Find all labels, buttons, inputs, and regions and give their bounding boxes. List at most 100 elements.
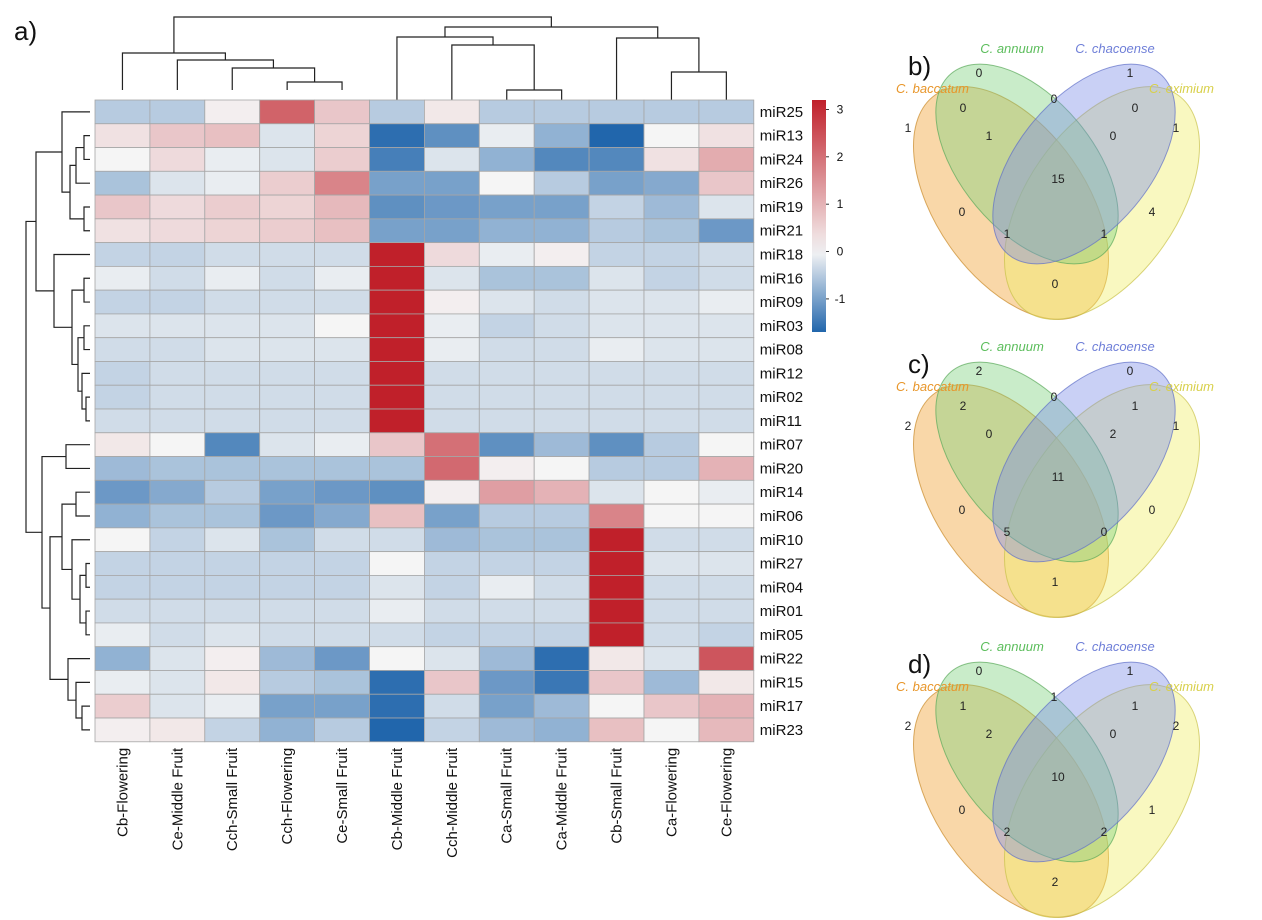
heatmap-cell [204,598,261,624]
heatmap-cell [698,313,755,339]
heatmap-cell [314,313,370,339]
heatmap-cell [314,361,370,386]
set-label-baccatum: C. baccatum [896,679,969,694]
heatmap-cell [478,242,535,267]
row-label: miR24 [760,151,803,168]
dendrogram-link [49,536,68,680]
dendrogram-link [85,396,90,422]
heatmap-cell [698,622,755,648]
venn-count-all-four: 15 [1051,172,1065,186]
heatmap-cell [149,432,206,457]
heatmap-cell [643,622,700,648]
heatmap-cell [423,479,480,505]
heatmap-cell [478,384,535,410]
venn-ellipse-annuum [935,63,1119,265]
heatmap-cell [643,551,700,576]
heatmap-cell [698,194,755,220]
dendrogram-link [176,59,275,90]
panel-label-a: a) [14,16,37,46]
dendrogram-link [506,89,563,100]
panel-label: b) [908,51,931,81]
heatmap-cell [94,337,151,362]
heatmap-cell [149,289,206,315]
heatmap-cell [588,717,645,743]
row-label: miR03 [760,318,803,335]
heatmap-cell [643,147,700,172]
dendrogram-link [396,36,494,100]
column-label: Cch-Small Fruit [224,747,241,851]
heatmap-cell [94,242,151,267]
heatmap-cells [94,99,755,743]
venn-count-baccatum-chacoense-eximium: 2 [1004,825,1011,839]
heatmap-cell [314,479,370,505]
heatmap-cell [149,218,206,244]
heatmap-cell [94,503,151,529]
heatmap-cell [533,693,590,719]
heatmap-cell [643,432,700,457]
heatmap-cell [588,432,645,457]
venn-count-annuum-chacoense: 0 [1051,390,1058,404]
venn-panel-c: c) C. annuum C. chacoense C. baccatum C. exi… [896,339,1214,618]
row-label: miR08 [760,342,803,359]
heatmap-cell [643,717,700,743]
heatmap-cell [314,646,370,671]
heatmap-cell [369,432,425,457]
heatmap-cell [259,361,316,386]
dendrogram-link [286,81,343,90]
heatmap-cell [259,693,316,719]
row-label: miR14 [760,484,803,501]
heatmap-cell [423,218,480,244]
heatmap-cell [698,575,755,600]
heatmap-cell [94,408,151,434]
row-label: miR27 [760,556,803,573]
heatmap-cell [588,170,645,196]
heatmap-cell [698,147,755,172]
heatmap-cell [204,527,261,553]
heatmap-cell [259,289,316,315]
heatmap-cell [588,337,645,362]
heatmap-cell [259,242,316,267]
heatmap-cell [204,265,261,291]
heatmap-cell [698,218,755,244]
heatmap-cell [94,693,151,719]
venn-count-chacoense-only: 0 [1127,364,1134,378]
row-label: miR12 [760,365,803,382]
heatmap-cell [149,598,206,624]
venn-count-chacoense-eximium: 1 [1132,699,1139,713]
heatmap-cell [94,670,151,695]
heatmap-cell [643,289,700,315]
heatmap-cell [533,479,590,505]
heatmap-cell [533,289,590,315]
row-label: miR06 [760,508,803,525]
heatmap-cell [533,575,590,600]
venn-count-baccatum-eximium: 1 [1052,575,1059,589]
heatmap-cell [478,147,535,172]
heatmap-cell [369,361,425,386]
heatmap-cell [478,361,535,386]
heatmap-cell [204,575,261,600]
colorbar-tick-label: -1 [835,292,846,306]
heatmap-cell [588,123,645,148]
heatmap-cell [423,527,480,553]
heatmap-cell [478,313,535,339]
heatmap-cell [423,408,480,434]
heatmap-cell [314,147,370,172]
heatmap-cell [369,456,425,481]
venn-count-annuum-only: 0 [976,664,983,678]
heatmap-cell [698,242,755,267]
heatmap-cell [259,551,316,576]
column-label: Ce-Flowering [718,748,735,837]
row-label: miR17 [760,698,803,715]
heatmap-cell [533,527,590,553]
heatmap-cell [533,717,590,743]
heatmap-cell [259,717,316,743]
heatmap-cell [588,218,645,244]
row-label: miR07 [760,437,803,454]
heatmap-cell [698,99,755,125]
column-label: Cb-Flowering [114,748,131,837]
venn-count-annuum-chacoense-eximium: 0 [1110,727,1117,741]
venn-count-baccatum-annuum-eximium: 1 [1101,227,1108,241]
heatmap-cell [423,693,480,719]
heatmap-cell [643,670,700,695]
dendrogram-link [173,16,552,53]
